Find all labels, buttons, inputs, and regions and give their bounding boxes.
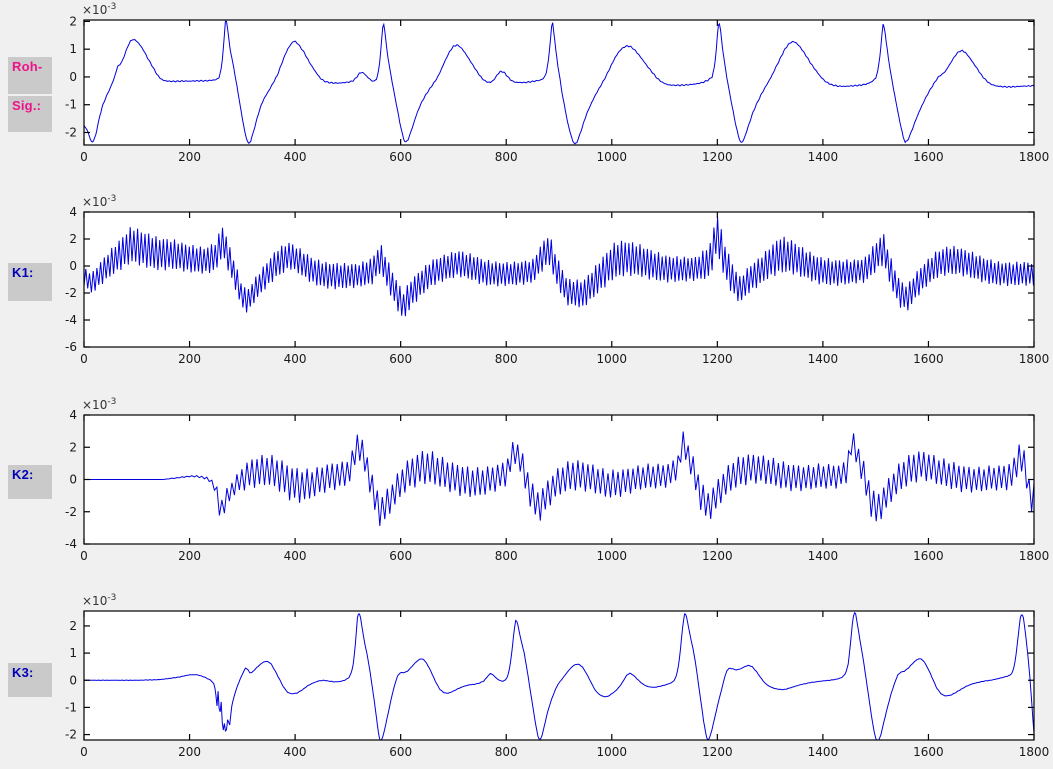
signal-label-k1: K1: bbox=[8, 263, 52, 301]
signal-label-roh: Roh- bbox=[8, 57, 52, 94]
k1-x-tick-label: 600 bbox=[389, 352, 412, 366]
k2-x-tick-label: 1600 bbox=[913, 549, 944, 563]
roh-sig-signal-line bbox=[84, 20, 1034, 145]
k3-y-tick-label: -1 bbox=[65, 700, 77, 714]
k1-x-tick-label: 1800 bbox=[1019, 352, 1050, 366]
k1-x-tick-label: 0 bbox=[80, 352, 88, 366]
roh-sig-x-tick-label: 800 bbox=[495, 150, 518, 164]
roh-sig-x-tick-label: 1800 bbox=[1019, 150, 1050, 164]
k1-x-tick-label: 200 bbox=[178, 352, 201, 366]
k1-x-tick-label: 800 bbox=[495, 352, 518, 366]
k2-x-tick-label: 1200 bbox=[702, 549, 733, 563]
k1-y-tick-label: -6 bbox=[65, 340, 77, 354]
k2-x-tick-label: 200 bbox=[178, 549, 201, 563]
k2-x-tick-label: 1000 bbox=[597, 549, 628, 563]
roh-sig-x-tick-label: 1600 bbox=[913, 150, 944, 164]
roh-sig-x-tick-label: 1400 bbox=[808, 150, 839, 164]
k2-x-tick-label: 1400 bbox=[808, 549, 839, 563]
k1-x-tick-label: 1600 bbox=[913, 352, 944, 366]
k1-x-tick-label: 400 bbox=[284, 352, 307, 366]
k3-x-tick-label: 600 bbox=[389, 745, 412, 759]
roh-sig-y-tick-label: 0 bbox=[69, 70, 77, 84]
subplot-roh-sig: 0 200 400 600 800 1000 1200 1400 1600 1800 2 1 0 -1 -2… bbox=[65, 2, 1049, 164]
roh-sig-x-tick-label: 600 bbox=[389, 150, 412, 164]
signal-label-sig: Sig.: bbox=[8, 96, 52, 132]
k3-x-tick-label: 1200 bbox=[702, 745, 733, 759]
k3-axes-box bbox=[83, 610, 1035, 741]
k3-x-tick-label: 1800 bbox=[1019, 745, 1050, 759]
k1-exponent-label: ×10-3 bbox=[82, 194, 116, 209]
signal-label-k2: K2: bbox=[8, 465, 52, 499]
k3-x-tick-label: 1600 bbox=[913, 745, 944, 759]
k2-y-tick-label: -2 bbox=[65, 505, 77, 519]
roh-sig-x-tick-label: 1200 bbox=[702, 150, 733, 164]
k1-x-tick-label: 1000 bbox=[597, 352, 628, 366]
k2-y-tick-label: 2 bbox=[69, 440, 77, 454]
k3-x-tick-label: 0 bbox=[80, 745, 88, 759]
k1-y-tick-label: 4 bbox=[69, 205, 77, 219]
k1-signal-line bbox=[84, 217, 1034, 317]
k3-x-tick-label: 1000 bbox=[597, 745, 628, 759]
signal-label-k3: K3: bbox=[8, 663, 52, 697]
roh-sig-exponent-label: ×10-3 bbox=[82, 2, 116, 17]
k2-y-tick-label: -4 bbox=[65, 537, 77, 551]
k2-x-tick-label: 800 bbox=[495, 549, 518, 563]
k1-y-tick-label: -2 bbox=[65, 286, 77, 300]
subplot-k3: 0 200 400 600 800 1000 1200 1400 1600 1800 2 1 0 -1 -2… bbox=[65, 593, 1049, 759]
k2-x-tick-label: 400 bbox=[284, 549, 307, 563]
roh-sig-x-tick-label: 1000 bbox=[597, 150, 628, 164]
k3-x-tick-label: 1400 bbox=[808, 745, 839, 759]
roh-sig-y-tick-label: 2 bbox=[69, 14, 77, 28]
k2-exponent-label: ×10-3 bbox=[82, 397, 116, 412]
k3-y-tick-label: 0 bbox=[69, 673, 77, 687]
k3-y-tick-label: -2 bbox=[65, 728, 77, 742]
k1-axes-box bbox=[83, 211, 1035, 348]
roh-sig-x-tick-label: 0 bbox=[80, 150, 88, 164]
k3-y-tick-label: 2 bbox=[69, 619, 77, 633]
k3-signal-line bbox=[84, 611, 1034, 740]
k2-x-tick-label: 600 bbox=[389, 549, 412, 563]
k3-exponent-label: ×10-3 bbox=[82, 593, 116, 608]
roh-sig-x-tick-label: 400 bbox=[284, 150, 307, 164]
roh-sig-y-tick-label: -1 bbox=[65, 98, 77, 112]
roh-sig-x-tick-label: 200 bbox=[178, 150, 201, 164]
k1-y-tick-label: 2 bbox=[69, 232, 77, 246]
roh-sig-axes-box bbox=[83, 19, 1035, 146]
k2-y-tick-label: 4 bbox=[69, 408, 77, 422]
subplot-k1: 0 200 400 600 800 1000 1200 1400 1600 1800 4 2 0 -2 -4… bbox=[65, 194, 1049, 366]
roh-sig-y-tick-label: 1 bbox=[69, 42, 77, 56]
k1-y-tick-label: -4 bbox=[65, 313, 77, 327]
k2-x-tick-label: 1800 bbox=[1019, 549, 1050, 563]
k2-y-tick-label: 0 bbox=[69, 473, 77, 487]
k3-x-tick-label: 400 bbox=[284, 745, 307, 759]
k1-x-tick-label: 1200 bbox=[702, 352, 733, 366]
k2-x-tick-label: 0 bbox=[80, 549, 88, 563]
k3-y-tick-label: 1 bbox=[69, 646, 77, 660]
k1-y-tick-label: 0 bbox=[69, 259, 77, 273]
k2-signal-line bbox=[84, 431, 1034, 526]
subplot-k2: 0 200 400 600 800 1000 1200 1400 1600 1800 4 2 0 -2 -4… bbox=[65, 397, 1049, 563]
k3-x-tick-label: 800 bbox=[495, 745, 518, 759]
k3-x-tick-label: 200 bbox=[178, 745, 201, 759]
k1-x-tick-label: 1400 bbox=[808, 352, 839, 366]
roh-sig-y-tick-label: -2 bbox=[65, 126, 77, 140]
